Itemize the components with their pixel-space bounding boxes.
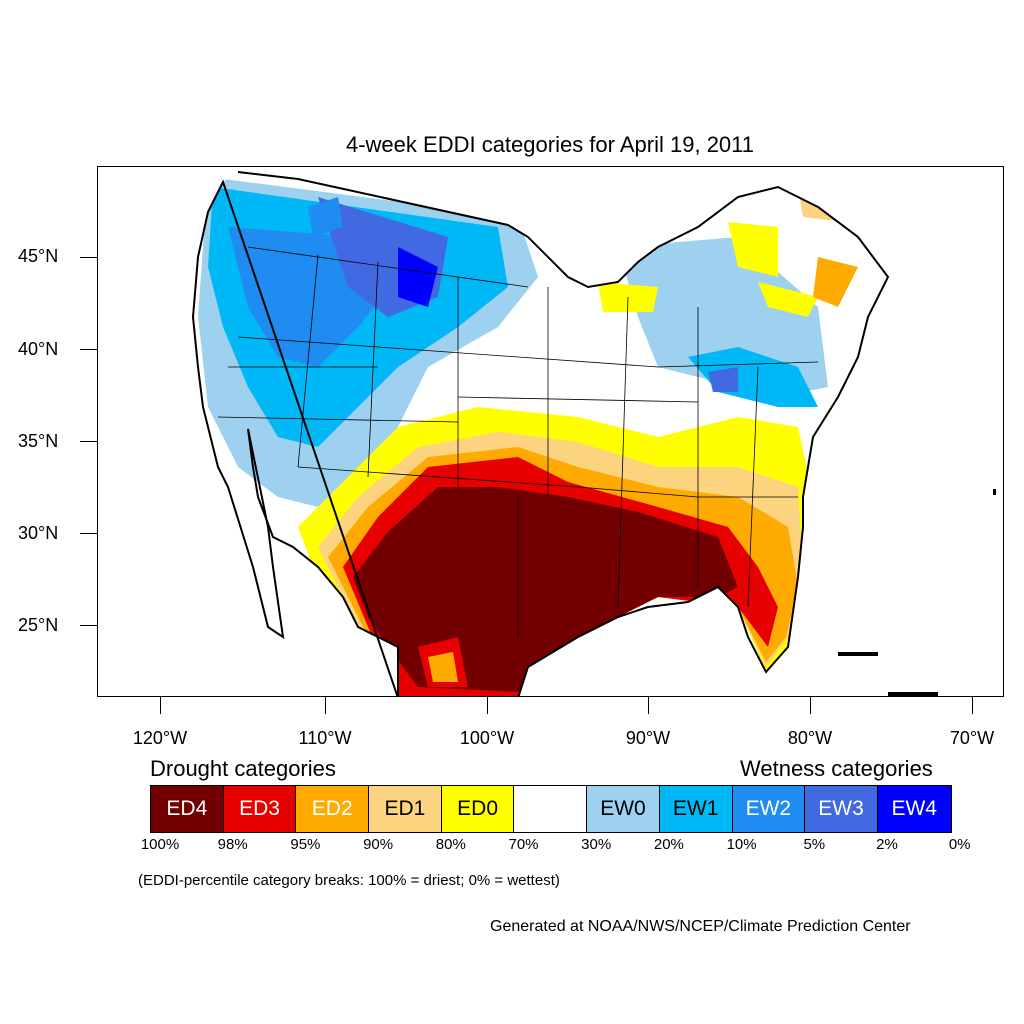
lon-label-70w: 70°W	[949, 728, 995, 748]
map-title: 4-week EDDI categories for April 19, 201…	[345, 132, 755, 157]
legend-box-ew3: EW3	[805, 786, 878, 832]
lon-tick	[810, 697, 811, 714]
lon-label-100w: 100°W	[459, 728, 515, 748]
legend-box-ed0: ED0	[441, 786, 515, 832]
wetness-heading: Wetness categories	[740, 756, 933, 781]
lon-tick	[972, 697, 973, 714]
lat-tick	[80, 441, 97, 442]
lon-label-80w: 80°W	[787, 728, 833, 748]
state-borders	[217, 246, 819, 637]
lat-label-30: 30°N	[18, 523, 59, 543]
legend-break-label: 80%	[435, 836, 466, 853]
legend-box-ed4: ED4	[151, 786, 224, 832]
legend-break-label: 95%	[290, 836, 321, 853]
caribbean-islands	[838, 489, 996, 696]
legend-box-ew1: EW1	[659, 786, 733, 832]
lat-tick	[80, 533, 97, 534]
lon-label-120w: 120°W	[132, 728, 188, 748]
category-note: (EDDI-percentile category breaks: 100% =…	[138, 872, 560, 889]
conus-outline	[191, 171, 890, 696]
legend-colorbar: ED4 ED3 ED2 ED1 ED0 EW0 EW1 EW2 EW3 EW4	[150, 785, 952, 833]
lat-label-25: 25°N	[18, 615, 59, 635]
lon-tick	[648, 697, 649, 714]
drought-heading: Drought categories	[150, 756, 336, 781]
lat-label-35: 35°N	[18, 431, 59, 451]
legend-box-ew4: EW4	[877, 786, 951, 832]
lat-label-40: 40°N	[18, 339, 59, 359]
legend-box-ed3: ED3	[223, 786, 297, 832]
legend-break-label: 2%	[876, 836, 898, 853]
lon-tick	[160, 697, 161, 714]
lon-label-110w: 110°W	[298, 728, 352, 748]
legend-break-label: 98%	[217, 836, 248, 853]
legend-break-label: 90%	[363, 836, 394, 853]
lon-label-90w: 90°W	[625, 728, 671, 748]
legend-box-ew0: EW0	[587, 786, 660, 832]
legend-box-ed2: ED2	[296, 786, 370, 832]
eddi-map	[97, 166, 1004, 697]
lon-tick	[487, 697, 488, 714]
legend-box-ew2: EW2	[732, 786, 806, 832]
legend-box-ed1: ED1	[369, 786, 442, 832]
lat-tick	[80, 257, 97, 258]
legend-box-neutral	[514, 786, 588, 832]
lat-tick	[80, 625, 97, 626]
lat-tick	[80, 349, 97, 350]
legend-break-label: 0%	[948, 836, 971, 853]
legend-break-label: 10%	[726, 836, 757, 853]
legend-break-label: 5%	[803, 836, 826, 853]
lat-label-45: 45°N	[18, 246, 59, 266]
legend-break-label: 20%	[653, 836, 684, 853]
eddi-shading	[193, 172, 888, 696]
legend-break-label: 70%	[508, 836, 539, 853]
credit-text: Generated at NOAA/NWS/NCEP/Climate Predi…	[490, 918, 911, 935]
lon-tick	[325, 697, 326, 714]
legend-break-label: 30%	[581, 836, 612, 853]
legend-break-label: 100%	[140, 836, 180, 853]
